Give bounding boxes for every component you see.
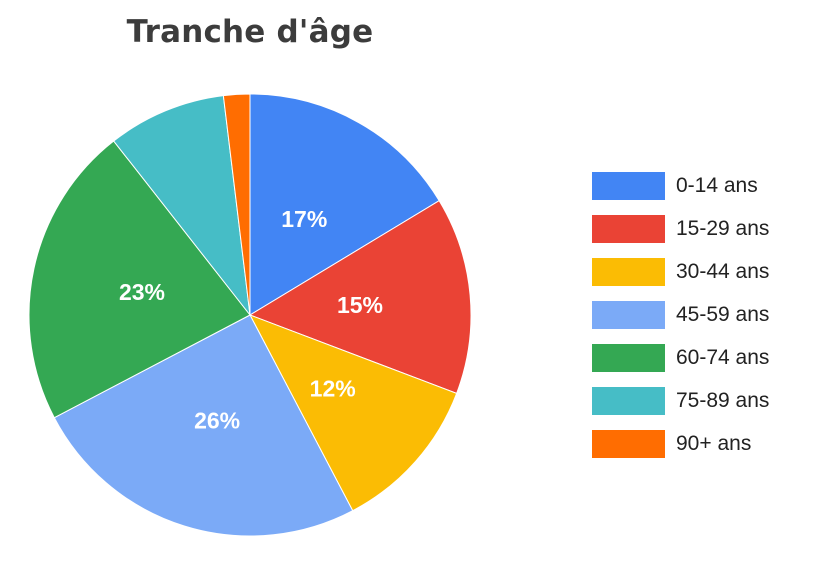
legend-label: 60-74 ans — [676, 346, 770, 369]
slice-data-label: 17% — [281, 206, 327, 232]
pie-slice-1 — [249, 93, 440, 316]
legend-label: 90+ ans — [676, 432, 752, 455]
legend-label: 75-89 ans — [676, 389, 770, 412]
legend-swatch — [592, 344, 665, 372]
slice-data-label: 12% — [310, 375, 356, 401]
legend-swatch — [592, 387, 665, 415]
pie-slice-6 — [113, 95, 251, 317]
legend-swatch — [592, 215, 665, 243]
legend-swatch — [592, 172, 665, 200]
chart-title: Tranche d'âge — [126, 14, 374, 50]
pie-slice-5 — [28, 140, 251, 419]
pie-slice-2 — [248, 199, 472, 395]
legend-label: 30-44 ans — [676, 260, 770, 283]
legend-swatch — [592, 258, 665, 286]
pie-slice-3 — [248, 314, 458, 512]
legend-swatch — [592, 301, 665, 329]
slice-data-label: 26% — [194, 408, 240, 434]
legend-label: 15-29 ans — [676, 217, 770, 240]
slice-data-label: 23% — [119, 279, 165, 305]
pie-slice-4 — [53, 314, 354, 537]
legend-label: 45-59 ans — [676, 303, 770, 326]
pie-slice-7 — [222, 93, 251, 316]
slice-data-label: 15% — [337, 292, 383, 318]
legend-label: 0-14 ans — [676, 174, 758, 197]
legend-swatch — [592, 430, 665, 458]
